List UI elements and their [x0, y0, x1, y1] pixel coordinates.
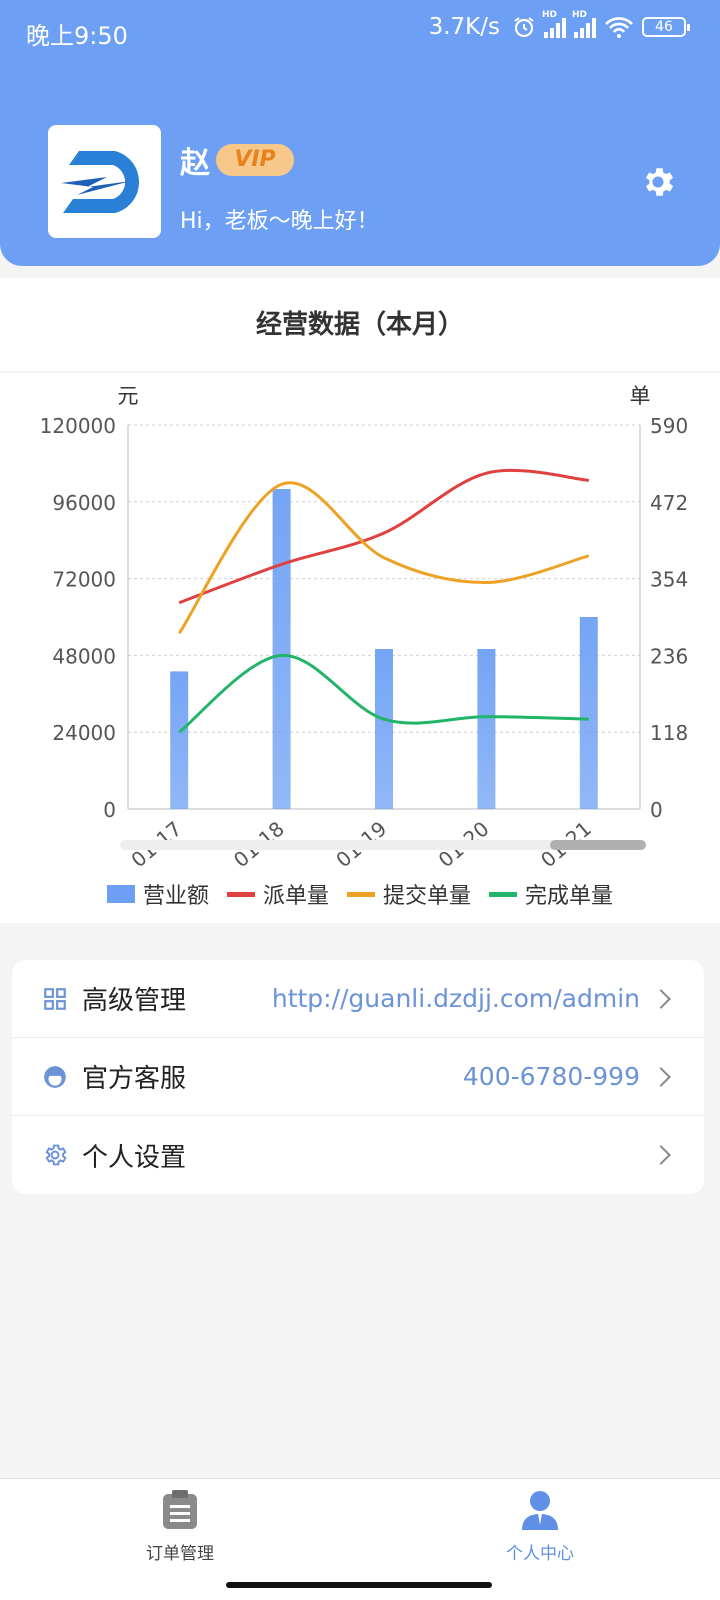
y-tick-right: 590: [650, 414, 688, 438]
service-icon: [44, 1065, 66, 1088]
menu-label-service: 官方客服: [82, 1064, 187, 1094]
home-indicator: [226, 1582, 492, 1588]
y-axis-right-label: 单: [630, 384, 651, 408]
y-tick-left: 0: [103, 798, 116, 822]
menu-row-settings[interactable]: 个人设置: [12, 1116, 704, 1194]
chart-scroll-track: [120, 840, 646, 850]
y-tick-left: 96000: [52, 491, 116, 515]
legend-item[interactable]: 提交单量: [347, 878, 471, 910]
status-icons: 3.7K/s HD HD 46: [428, 10, 690, 40]
chart-legend: 营业额 派单量 提交单量 完成单量: [0, 878, 720, 910]
y-tick-right: 236: [650, 644, 688, 668]
profile-header: 晚上9:50 3.7K/s HD HD 46: [0, 0, 720, 266]
menu-value-service[interactable]: 400-6780-999: [462, 1062, 640, 1091]
bar-revenue: [375, 649, 393, 809]
chevron-right-icon: [651, 1145, 671, 1165]
gear-outline-icon: [45, 1144, 67, 1166]
signal-icon: HD: [542, 10, 566, 38]
y-tick-left: 48000: [52, 644, 116, 668]
bar-revenue: [579, 617, 598, 809]
menu-label-settings: 个人设置: [82, 1142, 187, 1173]
menu-value-admin[interactable]: http://guanli.dzdjj.com/admin: [271, 984, 640, 1013]
menu-row-service[interactable]: 官方客服 400-6780-999: [12, 1038, 704, 1116]
y-axis-left-label: 元: [118, 384, 139, 408]
legend-item[interactable]: 派单量: [226, 878, 329, 910]
gear-icon[interactable]: [639, 163, 677, 201]
legend-item[interactable]: 完成单量: [489, 878, 613, 910]
legend-label: 派单量: [262, 884, 329, 909]
bar-revenue: [272, 489, 291, 809]
legend-swatch: [347, 891, 375, 897]
person-icon: [522, 1491, 558, 1530]
nav-orders[interactable]: 订单管理: [80, 1489, 280, 1564]
user-name: 赵: [180, 146, 210, 181]
section-title: 经营数据（本月）: [0, 278, 720, 372]
legend-swatch: [489, 891, 518, 897]
menu-row-admin[interactable]: 高级管理 http://guanli.dzdjj.com/admin: [12, 960, 704, 1038]
battery-icon: 46: [642, 17, 690, 37]
legend-swatch: [106, 885, 135, 903]
grid-icon: [44, 987, 66, 1010]
line-series-0: [178, 468, 589, 605]
network-speed: 3.7K/s: [428, 14, 500, 40]
chart-canvas: 120000 590 96000 472 72000 354 48000 236 24000 11…: [40, 384, 689, 872]
status-bar: 晚上9:50 3.7K/s HD HD 46: [0, 0, 720, 62]
line-series-2: [178, 653, 589, 734]
y-tick-left: 120000: [40, 414, 116, 438]
legend-label: 提交单量: [383, 884, 472, 909]
y-tick-left: 72000: [52, 568, 116, 592]
y-tick-right: 354: [650, 568, 688, 592]
nav-orders-label: 订单管理: [146, 1544, 214, 1564]
greeting-text: Hi，老板～晚上好！: [180, 209, 379, 234]
vip-badge: VIP: [216, 144, 294, 176]
menu-card: 高级管理 http://guanli.dzdjj.com/admin 官方客服 …: [12, 960, 704, 1194]
legend-label: 营业额: [142, 884, 209, 909]
status-time: 晚上9:50: [26, 22, 128, 50]
app-logo: [48, 125, 161, 238]
legend-swatch: [226, 891, 255, 897]
bottom-nav: 订单管理 个人中心: [0, 1478, 720, 1600]
signal-icon-2: HD: [572, 10, 596, 38]
menu-label-admin: 高级管理: [82, 986, 187, 1016]
y-tick-left: 24000: [52, 721, 116, 745]
y-tick-right: 472: [650, 491, 688, 515]
line-series-1: [177, 481, 590, 635]
bar-revenue: [170, 671, 189, 809]
chevron-right-icon: [651, 1066, 671, 1087]
nav-profile[interactable]: 个人中心: [440, 1489, 640, 1564]
chart-scroll-thumb: [550, 840, 646, 850]
bar-revenue: [477, 649, 496, 809]
clipboard-icon: [163, 1490, 197, 1529]
nav-profile-label: 个人中心: [506, 1544, 574, 1564]
chevron-right-icon: [651, 988, 671, 1009]
legend-label: 完成单量: [525, 884, 614, 909]
alarm-icon: [514, 17, 534, 38]
wifi-icon: [605, 17, 633, 38]
legend-item[interactable]: 营业额: [106, 878, 209, 910]
y-tick-right: 118: [650, 721, 688, 745]
y-tick-right: 0: [650, 798, 663, 822]
business-chart: 120000 590 96000 472 72000 354 48000 236 24000 11…: [0, 373, 720, 923]
